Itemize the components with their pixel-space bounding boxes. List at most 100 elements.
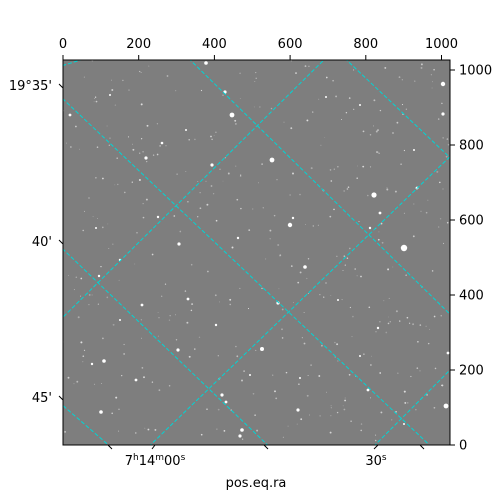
faint-star (194, 138, 196, 141)
faint-star (82, 229, 84, 232)
faint-star (207, 270, 209, 273)
faint-star (401, 79, 403, 81)
faint-star (219, 168, 221, 170)
faint-star (151, 381, 154, 383)
faint-star (259, 106, 261, 108)
faint-star (348, 373, 351, 376)
faint-star (142, 150, 144, 153)
faint-star (290, 265, 293, 267)
faint-star (108, 248, 110, 249)
faint-star (123, 353, 125, 355)
faint-star (401, 104, 404, 106)
ra-minutes: 14 (139, 454, 156, 469)
faint-star (128, 89, 130, 91)
faint-star (344, 264, 346, 266)
faint-star (173, 215, 176, 217)
faint-star (261, 163, 263, 165)
faint-star (312, 225, 315, 227)
faint-star (146, 160, 148, 163)
bright-star (371, 192, 377, 198)
faint-star (166, 75, 169, 77)
right-tick-label-800: 800 (459, 139, 484, 154)
faint-star (433, 315, 436, 318)
top-tick-label-400: 400 (202, 37, 227, 52)
faint-star (433, 68, 435, 71)
faint-star (319, 294, 321, 296)
faint-star (310, 364, 312, 366)
faint-star (248, 229, 251, 231)
right-pixel-axis (450, 69, 455, 446)
ra-tick-mid (263, 444, 269, 450)
faint-star (135, 432, 137, 434)
ra-tick-right (419, 444, 425, 450)
faint-star (392, 266, 394, 268)
faint-star (386, 187, 388, 189)
faint-star (368, 306, 371, 309)
faint-star (429, 328, 431, 330)
faint-star (306, 277, 308, 280)
faint-star (161, 295, 163, 297)
bright-star (144, 156, 148, 160)
faint-star (321, 344, 323, 347)
faint-star (336, 255, 338, 257)
faint-star (405, 274, 407, 276)
faint-star (431, 87, 433, 89)
faint-star (434, 367, 437, 370)
bright-star (68, 113, 72, 117)
faint-star (441, 384, 444, 387)
wcs-coordinate-grid (63, 60, 450, 445)
faint-star (239, 287, 241, 289)
faint-star (346, 188, 349, 190)
faint-star (380, 411, 383, 414)
faint-star (363, 353, 365, 355)
faint-star (236, 355, 239, 358)
faint-star (439, 218, 442, 220)
faint-star (384, 66, 387, 69)
faint-star (112, 323, 115, 326)
faint-star (97, 303, 100, 305)
dec-tick-label-35: 19°35' (9, 79, 52, 94)
top-tick-label-1000: 1000 (425, 37, 458, 52)
faint-star (330, 407, 332, 409)
bright-star (291, 216, 295, 220)
faint-star (222, 180, 224, 182)
faint-star (175, 339, 178, 341)
faint-star (367, 194, 369, 197)
faint-star (224, 157, 227, 159)
faint-star (278, 288, 280, 290)
faint-star (319, 415, 321, 417)
faint-star (199, 192, 201, 194)
faint-star (362, 130, 365, 133)
faint-star (369, 166, 372, 168)
faint-star (306, 394, 309, 397)
faint-star (446, 221, 449, 224)
faint-star (374, 439, 377, 442)
bright-star (441, 112, 445, 116)
faint-star (330, 295, 332, 296)
faint-star (258, 182, 260, 184)
faint-star (106, 125, 108, 127)
faint-star (335, 95, 338, 98)
bright-star (119, 319, 121, 321)
bright-star (446, 351, 450, 355)
faint-star (342, 269, 344, 272)
faint-star (303, 342, 306, 345)
faint-star (93, 101, 95, 103)
faint-star (229, 298, 232, 301)
bright-star (99, 410, 103, 414)
faint-star (279, 254, 282, 256)
faint-star (307, 375, 309, 376)
faint-star (281, 308, 284, 311)
faint-star (108, 144, 110, 146)
star-field-image (63, 60, 450, 445)
dec-tick-label-40: 40' (32, 235, 52, 250)
faint-star (68, 275, 69, 276)
faint-star (115, 396, 118, 399)
faint-star (325, 282, 327, 284)
faint-star (417, 341, 419, 343)
faint-star (239, 98, 241, 99)
faint-star (117, 183, 119, 186)
faint-star (442, 188, 444, 190)
faint-star (106, 296, 109, 299)
top-tick-label-0: 0 (59, 37, 67, 52)
